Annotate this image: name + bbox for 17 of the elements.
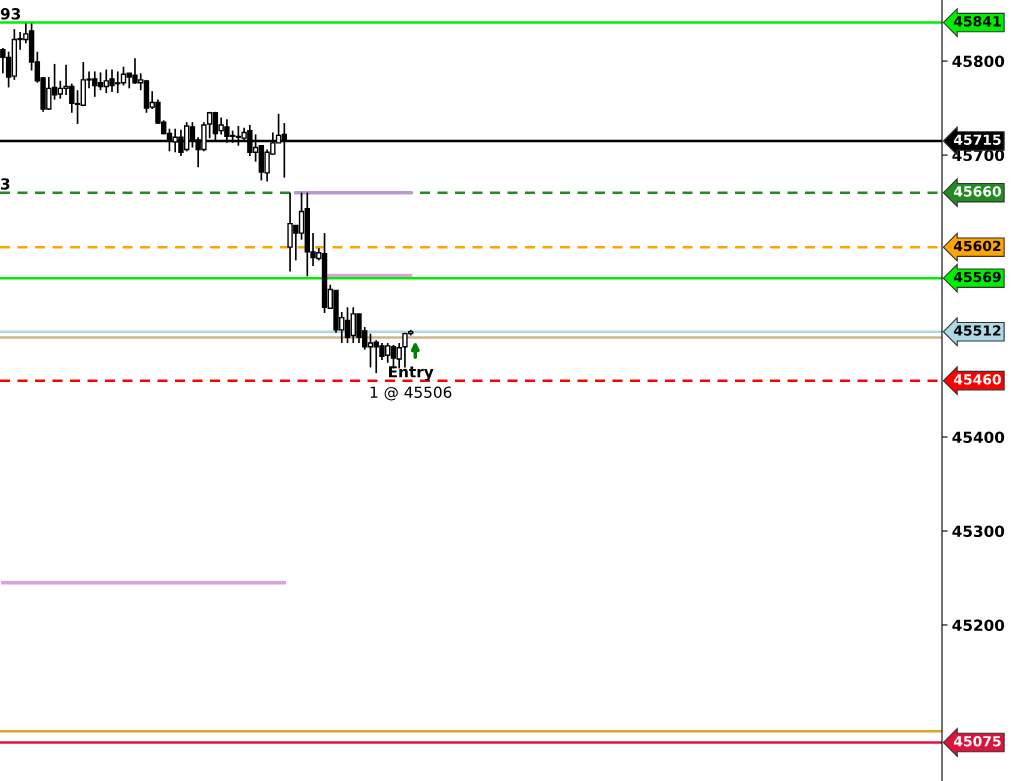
y-tick-label: 45800: [952, 55, 1005, 68]
annotation: 93: [0, 8, 21, 20]
ref-line-label: 45512: [953, 325, 1001, 336]
ref-line-label: 45460: [953, 374, 1001, 385]
ref-line-label: 45841: [953, 16, 1001, 27]
ref-line-label: 45075: [953, 735, 1001, 747]
ref-line-label: 45569: [953, 271, 1001, 283]
y-tick-label: 45700: [952, 149, 1005, 162]
ref-line-label: 45660: [953, 186, 1001, 197]
annotation: 3: [1, 178, 10, 190]
ref-line-label: 45602: [953, 240, 1001, 252]
annotation: Entry: [389, 366, 434, 381]
y-tick-label: 45300: [952, 525, 1005, 538]
y-tick-label: 45400: [952, 431, 1005, 444]
y-tick-label: 45200: [952, 619, 1005, 632]
ref-line-label: 45715: [953, 134, 1001, 145]
annotation: 1 @ 45506: [370, 386, 452, 401]
